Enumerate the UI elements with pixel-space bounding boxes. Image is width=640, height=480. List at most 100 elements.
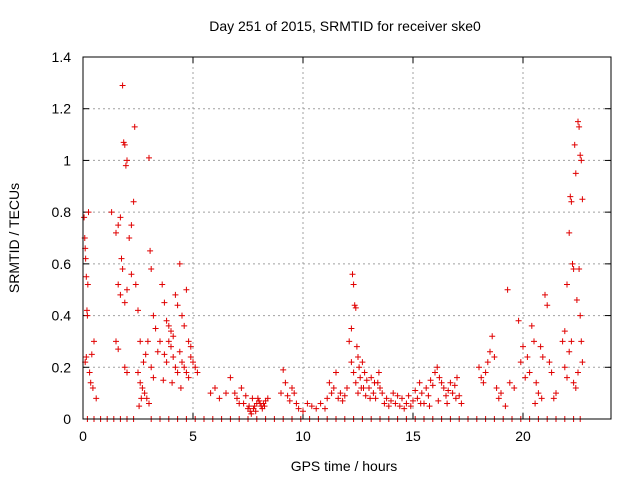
data-point <box>504 286 511 293</box>
data-point <box>520 343 526 350</box>
y-tick-label: 0.4 <box>52 308 72 324</box>
data-point <box>160 377 167 384</box>
data-point <box>216 395 223 402</box>
data-point <box>177 384 184 391</box>
data-point <box>172 291 179 298</box>
data-point <box>234 395 240 402</box>
data-point <box>286 397 293 404</box>
data-point <box>337 390 344 397</box>
data-point <box>526 369 533 376</box>
data-point <box>360 384 367 391</box>
data-point <box>183 369 190 376</box>
data-point <box>375 369 382 376</box>
data-point <box>478 374 485 381</box>
data-point <box>91 338 97 345</box>
data-point <box>577 312 584 319</box>
data-point <box>383 395 390 402</box>
data-point <box>179 359 185 366</box>
data-point <box>506 379 513 386</box>
data-point <box>168 343 174 350</box>
data-point <box>511 384 518 391</box>
data-point <box>566 229 573 236</box>
y-tick-label: 1 <box>63 152 71 168</box>
data-point <box>169 379 176 386</box>
data-point <box>575 118 581 125</box>
data-point <box>82 255 89 262</box>
data-point <box>569 260 576 267</box>
data-point <box>187 343 194 350</box>
data-point <box>366 384 372 391</box>
data-point <box>192 364 199 371</box>
data-point <box>403 400 410 407</box>
data-point <box>355 390 361 397</box>
data-point <box>120 139 127 146</box>
data-point <box>118 255 125 262</box>
data-point <box>83 307 90 314</box>
data-point <box>341 392 348 399</box>
data-point <box>361 369 368 376</box>
data-point <box>429 382 436 389</box>
data-point <box>362 392 369 399</box>
data-point <box>154 348 161 355</box>
data-point <box>185 338 192 345</box>
data-point <box>119 266 126 273</box>
data-point <box>401 405 408 412</box>
data-point <box>357 374 364 381</box>
data-point <box>454 374 460 381</box>
data-point <box>576 123 583 130</box>
y-tick-label: 1.4 <box>52 49 72 65</box>
x-tick-labels: 0 5 10 15 20 <box>79 428 531 444</box>
data-point <box>181 364 188 371</box>
data-point <box>115 281 122 288</box>
data-point <box>575 369 581 376</box>
data-point <box>135 369 141 376</box>
data-point <box>147 247 154 254</box>
data-point <box>435 397 442 404</box>
data-point <box>143 395 150 402</box>
data-point <box>537 343 544 350</box>
x-axis-label: GPS time / hours <box>291 458 398 474</box>
data-point <box>187 353 194 360</box>
data-point <box>148 364 155 371</box>
data-point <box>140 359 147 366</box>
data-point <box>165 322 172 329</box>
y-tick-labels: 0 0.2 0.4 0.6 0.8 1 1.2 1.4 <box>52 49 72 427</box>
data-point <box>407 403 414 410</box>
data-point <box>449 390 456 397</box>
data-point <box>330 384 337 391</box>
data-point <box>348 359 355 366</box>
data-point <box>452 395 459 402</box>
x-tick-label: 5 <box>189 428 197 444</box>
y-axis-label: SRMTID / TECUs <box>6 183 22 293</box>
data-point <box>113 229 119 236</box>
data-point <box>572 170 579 177</box>
data-point <box>150 312 157 319</box>
data-point <box>416 379 423 386</box>
data-point <box>577 152 584 159</box>
data-point <box>399 395 405 402</box>
data-point <box>502 403 509 410</box>
data-point <box>172 364 179 371</box>
data-point <box>322 405 328 412</box>
data-point <box>280 366 287 373</box>
data-point <box>568 198 575 205</box>
data-point <box>396 403 403 410</box>
data-point <box>138 395 145 402</box>
data-point <box>87 379 94 386</box>
data-point <box>146 400 152 407</box>
data-point <box>495 395 502 402</box>
data-point <box>117 291 124 298</box>
data-point <box>130 198 137 205</box>
data-point <box>185 374 192 381</box>
data-point <box>535 390 542 397</box>
data-point <box>142 351 149 358</box>
data-point <box>128 222 135 229</box>
data-point <box>390 390 397 397</box>
data-point <box>119 82 126 89</box>
x-tick-label: 0 <box>79 428 87 444</box>
data-point <box>531 338 537 345</box>
data-point <box>423 384 430 391</box>
plot-frame <box>82 56 612 420</box>
data-point <box>132 281 139 288</box>
data-point <box>231 390 238 397</box>
